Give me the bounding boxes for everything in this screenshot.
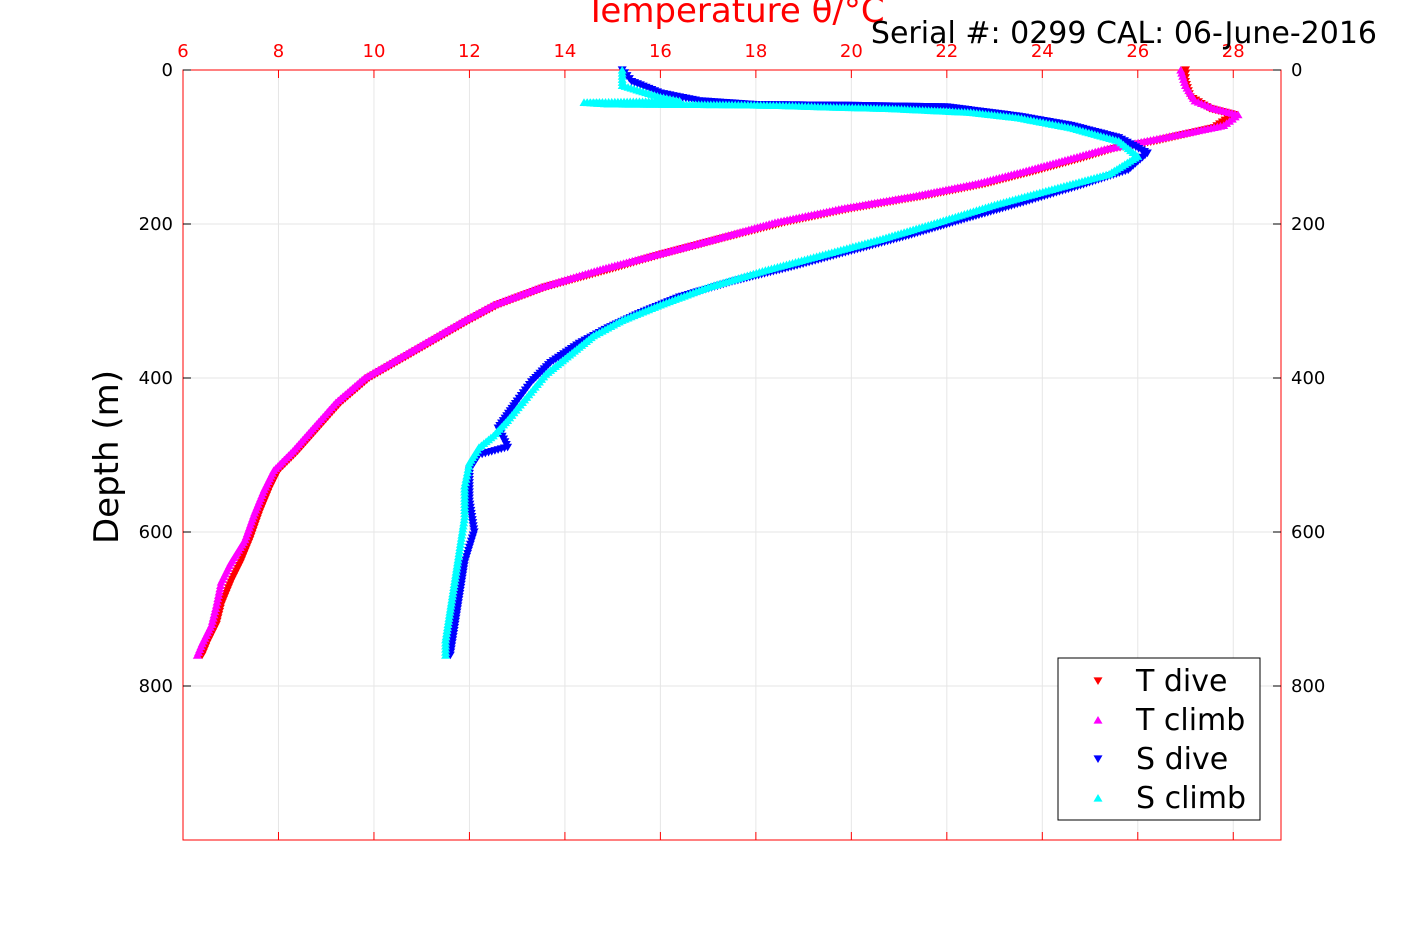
x-tick-label: 22 bbox=[935, 41, 958, 62]
y-tick-label-left: 0 bbox=[162, 60, 173, 81]
x-tick-label: 18 bbox=[744, 41, 767, 62]
data-point-interp bbox=[451, 571, 461, 579]
x-tick-label: 26 bbox=[1126, 41, 1149, 62]
legend-items: T dive T climb S dive S climb bbox=[1093, 664, 1246, 816]
legend-label: S dive bbox=[1136, 742, 1228, 777]
data-point-interp bbox=[447, 592, 457, 601]
y-tick-label-left: 800 bbox=[139, 676, 173, 697]
data-point-interp bbox=[213, 594, 223, 603]
legend: T dive T climb S dive S climb bbox=[1057, 657, 1261, 821]
data-point bbox=[450, 574, 460, 582]
data-point-interp bbox=[455, 540, 465, 548]
x-tick-label: 24 bbox=[1031, 41, 1054, 62]
data-point-interp bbox=[216, 581, 226, 589]
data-point-interp bbox=[460, 478, 470, 487]
data-point-interp bbox=[454, 546, 464, 555]
data-point-interp bbox=[443, 620, 453, 628]
y-tick-label-right: 400 bbox=[1291, 368, 1325, 389]
data-point-interp bbox=[453, 558, 462, 567]
data-point bbox=[464, 458, 474, 467]
y-tick-label-right: 0 bbox=[1291, 60, 1302, 81]
legend-marker bbox=[1093, 755, 1103, 764]
data-point-interp bbox=[458, 521, 468, 530]
data-point-interp bbox=[447, 595, 457, 604]
tick-layer: 6 8 10 12 14 16 18 20 22 24 26 28 0 0 200 200 400 400 600 6… bbox=[139, 41, 1325, 840]
legend-label: T dive bbox=[1135, 664, 1227, 699]
data-point-interp bbox=[444, 611, 454, 619]
x-tick-label: 28 bbox=[1222, 41, 1245, 62]
x-tick-label: 8 bbox=[273, 41, 284, 62]
data-point-interp bbox=[448, 589, 458, 598]
data-point-interp bbox=[442, 626, 452, 635]
x-tick-label: 20 bbox=[840, 41, 863, 62]
data-point-interp bbox=[456, 537, 466, 545]
data-point-interp bbox=[459, 518, 469, 527]
data-point-interp bbox=[445, 608, 455, 616]
data-point-interp bbox=[461, 475, 471, 483]
data-point-interp bbox=[443, 617, 453, 625]
x-tick-label: 10 bbox=[363, 41, 386, 62]
data-point-interp bbox=[441, 632, 451, 641]
data-point-interp bbox=[452, 561, 462, 570]
serial-label: Serial #: 0299 CAL: 06-June-2016 bbox=[871, 16, 1377, 51]
data-point-interp bbox=[214, 587, 224, 596]
x-tick-label: 16 bbox=[649, 41, 672, 62]
y-tick-label-right: 800 bbox=[1291, 676, 1325, 697]
data-point-interp bbox=[450, 577, 460, 585]
data-point-interp bbox=[212, 597, 222, 606]
data-point-interp bbox=[446, 598, 456, 607]
data-point-interp bbox=[453, 555, 463, 564]
data-point-interp bbox=[215, 584, 225, 593]
marker-layer bbox=[192, 65, 1243, 660]
data-point-interp bbox=[462, 471, 472, 480]
y-tick-label-right: 600 bbox=[1291, 522, 1325, 543]
y-axis-title: Depth (m) bbox=[87, 370, 127, 544]
data-point-interp bbox=[453, 552, 463, 561]
x-axis-title: Temperature θ/°C bbox=[584, 0, 884, 31]
data-point-interp bbox=[451, 567, 461, 576]
y-tick-label-left: 600 bbox=[139, 522, 173, 543]
legend-marker bbox=[1093, 715, 1103, 724]
data-point-interp bbox=[462, 468, 472, 477]
data-point-interp bbox=[454, 549, 464, 558]
legend-marker bbox=[1093, 793, 1103, 802]
data-point-interp bbox=[442, 623, 452, 632]
data-point bbox=[216, 578, 226, 586]
data-point-interp bbox=[448, 586, 458, 595]
data-point-interp bbox=[442, 629, 452, 638]
data-point-interp bbox=[459, 515, 469, 524]
data-point-interp bbox=[449, 580, 459, 588]
data-point-interp bbox=[213, 591, 223, 599]
x-tick-label: 12 bbox=[458, 41, 481, 62]
data-point-interp bbox=[444, 614, 454, 622]
legend-box bbox=[1057, 657, 1261, 821]
legend-marker bbox=[1093, 677, 1103, 686]
data-point bbox=[455, 543, 465, 551]
data-point-interp bbox=[452, 564, 462, 573]
data-point-interp bbox=[464, 461, 474, 470]
data-point-interp bbox=[458, 524, 468, 533]
series-s-climb bbox=[441, 65, 1143, 659]
legend-label: T climb bbox=[1135, 703, 1245, 738]
y-tick-label-right: 200 bbox=[1291, 214, 1325, 235]
data-point-interp bbox=[457, 531, 467, 539]
data-point bbox=[445, 604, 455, 613]
data-point bbox=[192, 651, 202, 659]
data-point bbox=[460, 512, 470, 521]
data-point-interp bbox=[457, 527, 467, 536]
data-point bbox=[1181, 66, 1191, 75]
data-point bbox=[441, 651, 451, 659]
x-tick-label: 14 bbox=[553, 41, 576, 62]
plot-frame bbox=[182, 69, 1282, 841]
data-point-interp bbox=[463, 465, 473, 473]
series-t-climb bbox=[192, 65, 1243, 659]
data-point-interp bbox=[449, 583, 459, 592]
data-point-interp bbox=[456, 534, 466, 542]
x-tick-label: 6 bbox=[177, 41, 188, 62]
y-tick-label-left: 400 bbox=[139, 368, 173, 389]
y-tick-label-left: 200 bbox=[139, 214, 173, 235]
data-point-interp bbox=[446, 601, 456, 610]
legend-label: S climb bbox=[1136, 781, 1246, 816]
